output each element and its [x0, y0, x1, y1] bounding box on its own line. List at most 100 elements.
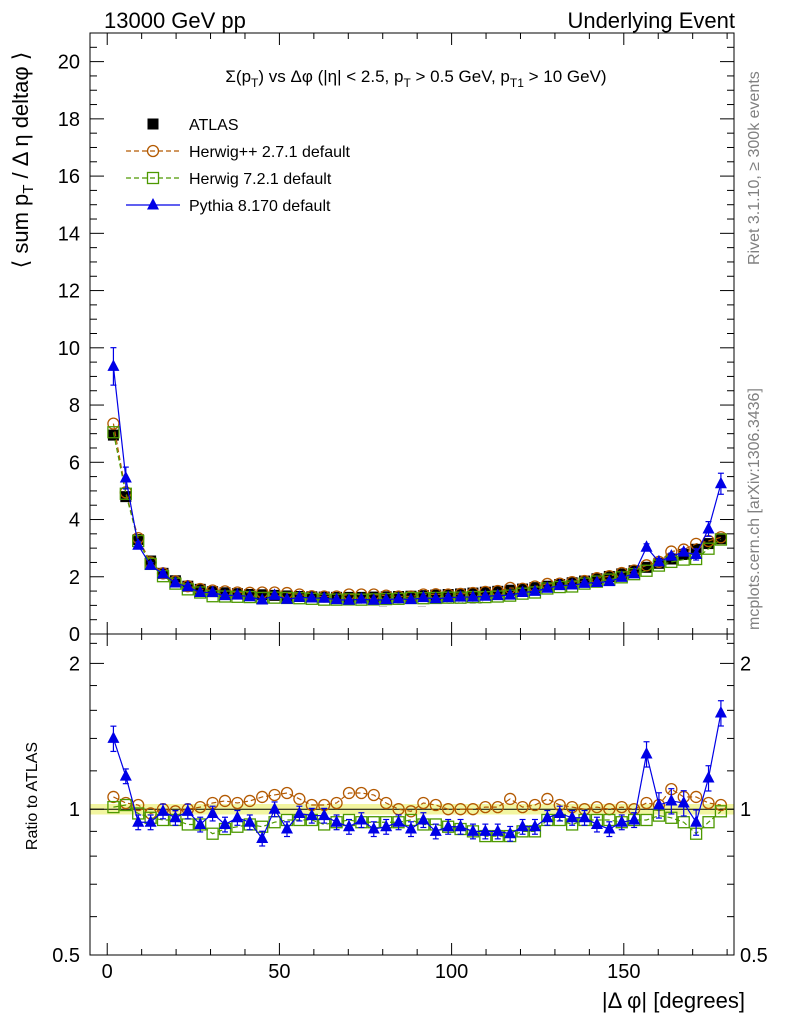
ratio-point: [280, 786, 294, 800]
ratio-point: [504, 826, 517, 839]
legend-item: Herwig 7.2.1 default: [126, 171, 332, 188]
main-line: [112, 366, 722, 601]
ratio-point: [528, 798, 542, 812]
ratio-point: [442, 819, 455, 832]
ratio-point: [578, 810, 591, 823]
legend-marker: [146, 171, 160, 185]
ratio-point: [256, 831, 269, 843]
main-point: [652, 554, 665, 567]
main-point: [367, 593, 380, 605]
header-left: 13000 GeV pp: [104, 8, 246, 33]
y-tick-label: 10: [58, 338, 80, 360]
main-point: [677, 545, 690, 557]
ratio-point: [677, 816, 690, 829]
ratio-point: [268, 802, 281, 814]
ratio-point: [615, 800, 628, 814]
main-point: [429, 591, 442, 604]
ratio-point: [119, 798, 132, 812]
ratio-point: [218, 817, 231, 829]
legend: ATLAS Herwig++ 2.7.1 default Herwig 7.2.1 …: [126, 117, 351, 215]
ratio-point: [479, 800, 492, 814]
ratio-point: [268, 788, 281, 802]
main-point: [541, 581, 554, 593]
main-point: [280, 592, 293, 604]
main-series-pythia-8-170-default: [107, 347, 727, 605]
main-point: [305, 590, 318, 603]
ratio-point: [479, 824, 492, 836]
main-point: [107, 359, 120, 371]
ratio-point: [342, 786, 356, 800]
y-tick-label: 0: [69, 624, 80, 646]
main-point: [702, 542, 715, 555]
main-point: [690, 547, 703, 559]
ratio-point: [206, 827, 219, 840]
ratio-point: [454, 803, 467, 816]
main-point: [169, 576, 182, 588]
y-tick-label: 14: [58, 223, 80, 245]
main-point: [553, 578, 566, 591]
x-tick-label: 150: [607, 961, 640, 983]
y-tick-label: 6: [69, 452, 80, 474]
ratio-point: [516, 819, 529, 832]
ratio-point: [218, 794, 232, 808]
y-tick-label: 4: [69, 510, 80, 532]
x-axis-title: |Δ φ| [degrees]: [602, 988, 745, 1013]
ratio-point: [367, 822, 380, 834]
ratio-point: [243, 815, 256, 827]
ratio-point: [702, 796, 715, 810]
ratio-point: [541, 810, 554, 823]
legend-marker: [147, 198, 159, 210]
legend-item: Pythia 8.170 default: [126, 198, 331, 215]
ratio-point: [466, 824, 479, 836]
ratio-point: [231, 796, 244, 810]
ratio-point: [342, 819, 355, 832]
main-point: [715, 533, 727, 545]
main-point: [206, 585, 219, 598]
ratio-point: [665, 793, 678, 806]
ratio-point: [194, 817, 207, 829]
ratio-point: [392, 815, 405, 827]
ratio-point: [380, 796, 393, 810]
ratio-point: [702, 770, 715, 783]
main-point: [479, 589, 492, 601]
ratio-point: [231, 810, 244, 823]
ratio-point: [194, 800, 207, 814]
legend-item: ATLAS: [147, 117, 239, 134]
ratio-point: [417, 812, 430, 825]
ratio-point: [628, 812, 641, 825]
ratio-point: [404, 822, 417, 834]
x-tick-label: 100: [435, 961, 468, 983]
ratio-point: [355, 786, 368, 800]
main-point: [628, 566, 641, 579]
main-point: [714, 476, 727, 489]
ratio-point: [689, 790, 703, 804]
ratio-point: [429, 824, 442, 836]
ratio-point: [256, 790, 269, 804]
main-point: [665, 549, 678, 561]
ratio-point: [404, 805, 418, 818]
main-point: [404, 592, 417, 605]
legend-label: Herwig++ 2.7.1 default: [189, 144, 351, 161]
main-point: [256, 592, 269, 605]
main-point: [392, 591, 405, 604]
ratio-series-herwig-2-7-1-default: [107, 783, 728, 820]
ratio-point: [429, 798, 442, 812]
legend-label: Herwig 7.2.1 default: [189, 171, 332, 188]
ratio-point: [491, 824, 504, 836]
main-frame: [89, 32, 735, 635]
main-point: [640, 564, 653, 577]
ratio-line: [113, 804, 722, 837]
x-tick-label: 0: [102, 961, 113, 983]
ratio-point: [280, 822, 293, 834]
ratio-point: [590, 800, 604, 814]
ratio-point: [528, 819, 541, 832]
ratio-point: [640, 747, 653, 759]
ratio-frame: [89, 633, 735, 956]
y-tick-label: 16: [58, 166, 80, 188]
ratio-point: [714, 798, 728, 812]
ratio-point: [442, 803, 455, 816]
main-point: [466, 590, 479, 602]
main-point: [491, 588, 504, 601]
main-point: [590, 575, 603, 587]
main-point: [218, 588, 231, 601]
